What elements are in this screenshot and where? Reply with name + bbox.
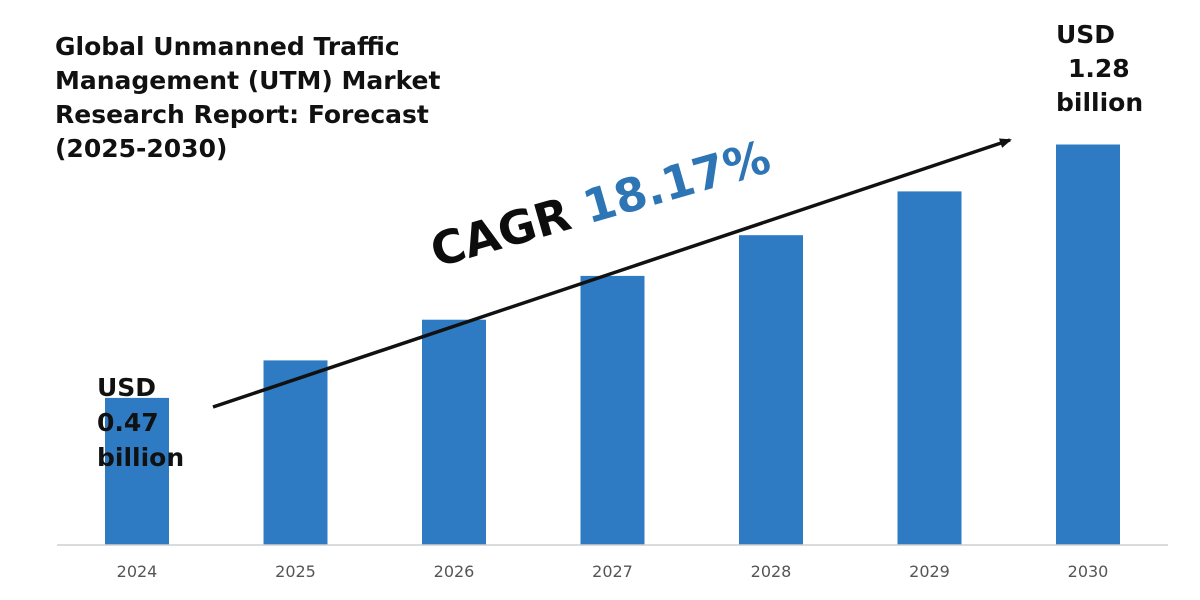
growth-trend-arrow bbox=[212, 138, 1012, 409]
x-tick-2025: 2025 bbox=[275, 562, 316, 581]
bar-2029 bbox=[897, 191, 962, 545]
bar-2026 bbox=[422, 319, 486, 545]
end-value-annotation: USD 1.28 billion bbox=[1056, 18, 1143, 120]
bar-2028 bbox=[739, 235, 803, 545]
bar-2030 bbox=[1056, 144, 1120, 545]
chart-title: Global Unmanned Traffic Management (UTM)… bbox=[55, 30, 455, 166]
x-tick-2026: 2026 bbox=[434, 562, 475, 581]
x-tick-2024: 2024 bbox=[117, 562, 158, 581]
end-currency: USD bbox=[1056, 20, 1116, 49]
end-amount: 1.28 bbox=[1068, 54, 1130, 83]
x-tick-2030: 2030 bbox=[1068, 562, 1109, 581]
x-tick-2027: 2027 bbox=[592, 562, 633, 581]
title-line-1: Global Unmanned Traffic bbox=[55, 32, 400, 61]
start-value-annotation: USD 0.47 billion bbox=[97, 370, 184, 475]
start-currency: USD bbox=[97, 373, 157, 402]
title-line-4: (2025-2030) bbox=[55, 134, 228, 163]
title-line-2: Management (UTM) Market bbox=[55, 66, 441, 95]
bar-2025 bbox=[263, 360, 328, 545]
x-tick-2029: 2029 bbox=[909, 562, 950, 581]
bar-2027 bbox=[580, 275, 645, 545]
bars-group bbox=[105, 144, 1120, 545]
x-tick-2028: 2028 bbox=[751, 562, 792, 581]
start-amount: 0.47 bbox=[97, 408, 159, 437]
title-line-3: Research Report: Forecast bbox=[55, 100, 429, 129]
bar-2024 bbox=[105, 397, 169, 545]
start-unit: billion bbox=[97, 443, 185, 472]
end-unit: billion bbox=[1056, 88, 1144, 117]
x-tick-labels: 2024 2025 2026 2027 2028 2029 2030 bbox=[117, 562, 1109, 581]
